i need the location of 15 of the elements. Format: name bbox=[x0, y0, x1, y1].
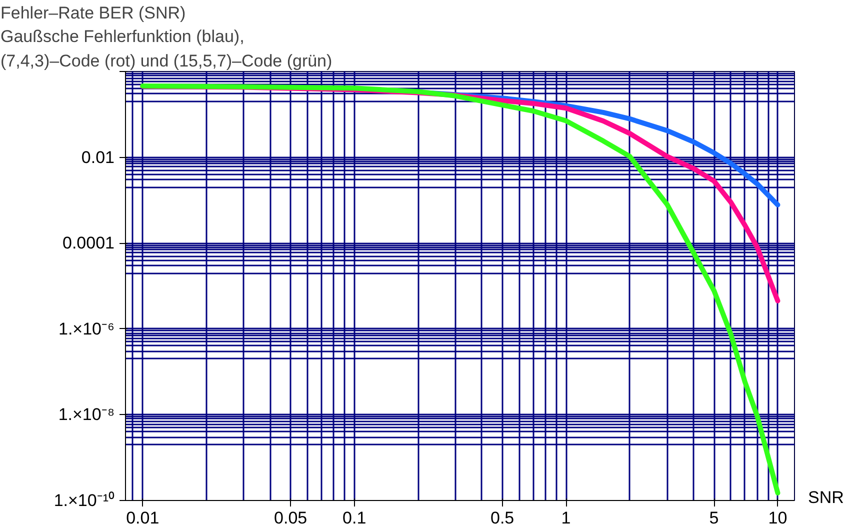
y-tick-label: 1.×10⁻¹⁰ bbox=[54, 491, 115, 510]
x-tick-label: 1 bbox=[561, 508, 571, 528]
chart-title: Fehler–Rate BER (SNR) bbox=[0, 4, 186, 22]
x-tick-label: 0.01 bbox=[126, 508, 160, 528]
x-tick-label: 0.5 bbox=[490, 508, 514, 528]
x-tick-label: 0.05 bbox=[274, 508, 308, 528]
x-tick-label: 10 bbox=[768, 508, 788, 528]
chart-subtitle: Gaußsche Fehlerfunktion (blau), (7,4,3)–Code (rot) und (15,5,7)–Code (grün) bbox=[0, 26, 332, 70]
x-axis-title: SNR bbox=[808, 487, 844, 509]
x-tick-label: 5 bbox=[709, 508, 719, 528]
y-tick-label: 0.0001 bbox=[62, 234, 115, 253]
x-tick-label: 0.1 bbox=[342, 508, 366, 528]
y-tick-label: 0.01 bbox=[81, 148, 115, 167]
y-tick-label: 1.×10⁻⁸ bbox=[58, 405, 114, 424]
y-tick-label: 1.×10⁻⁶ bbox=[58, 319, 115, 338]
